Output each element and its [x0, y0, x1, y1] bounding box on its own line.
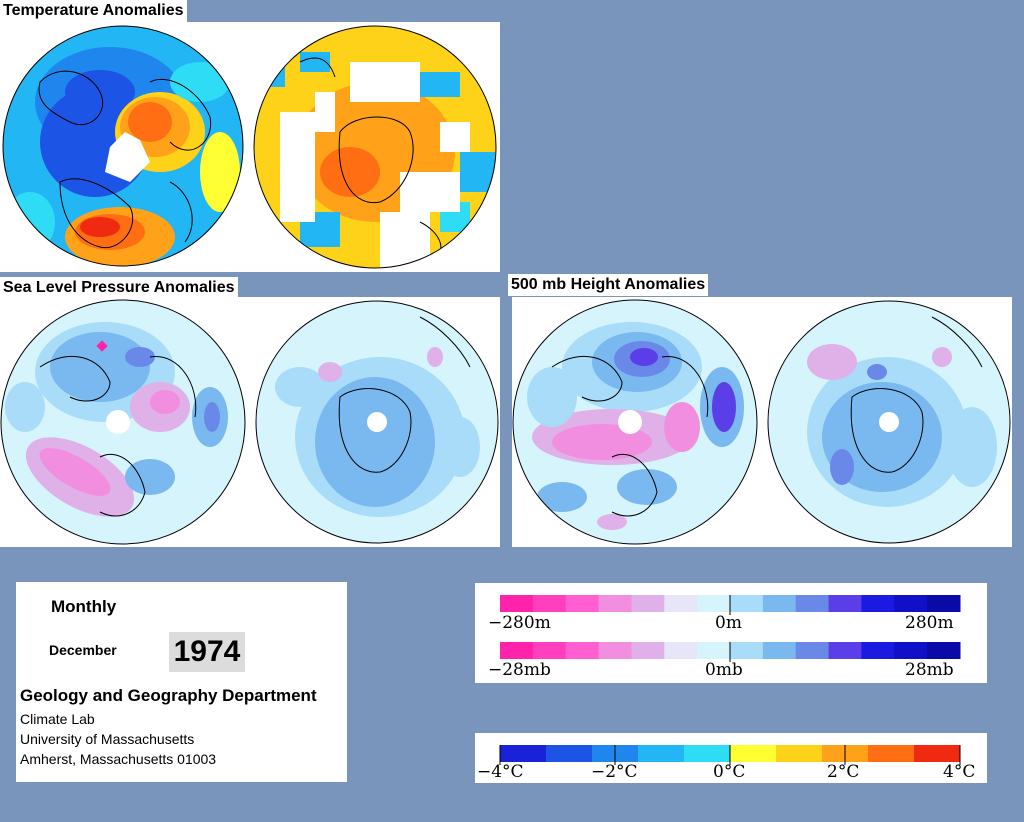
temperature-scale-swatch: [776, 745, 823, 762]
temp-label-4: 4°C: [943, 762, 976, 782]
temperature-title: Temperature Anomalies: [0, 0, 187, 22]
height-scale-swatch: [762, 595, 797, 612]
height-scale-swatch: [565, 595, 600, 612]
pressure-scale-swatch: [664, 642, 698, 659]
height-scale-swatch: [598, 595, 632, 612]
temperature-scale-swatch: [730, 745, 777, 762]
temperature-south-map: [254, 26, 496, 268]
height-mid-label: 0m: [715, 613, 742, 633]
pressure-scale-swatch: [697, 642, 731, 659]
temperature-scale-swatch: [546, 745, 593, 762]
pressure-scale-swatch: [500, 642, 534, 659]
pressure-scale-swatch: [894, 642, 928, 659]
info-panel: Monthly December 1974 Geology and Geogra…: [16, 582, 347, 782]
height-south-map: [768, 301, 1010, 543]
height-scale-swatch: [664, 595, 698, 612]
address-label: Amherst, Massachusetts 01003: [20, 751, 217, 767]
slp-north-map: [1, 300, 245, 544]
temp-label-0: 0°C: [713, 762, 746, 782]
height-scale-swatch: [828, 595, 862, 612]
slp-panel: [0, 297, 500, 547]
height-scale-swatch: [631, 595, 665, 612]
height-north-map: [513, 300, 757, 544]
anomaly-legend-bars: [500, 595, 961, 662]
pressure-scale-swatch: [730, 642, 764, 659]
height-scale-swatch: [795, 595, 830, 612]
slp-maps: [0, 299, 499, 545]
pressure-min-label: −28mb: [488, 660, 551, 680]
temp-label-minus4: −4°C: [477, 762, 524, 782]
anomaly-legend-panel: −280m 0m 280m −28mb 0mb 28mb: [475, 583, 987, 683]
temperature-scale-swatch: [500, 745, 547, 762]
temperature-scale-swatch: [868, 745, 915, 762]
pressure-scale-swatch: [828, 642, 862, 659]
pressure-max-label: 28mb: [905, 660, 954, 680]
height-panel: [512, 297, 1012, 547]
pressure-scale-swatch: [861, 642, 895, 659]
pressure-scale-swatch: [795, 642, 830, 659]
pressure-scale-swatch: [532, 642, 567, 659]
height-min-label: −280m: [488, 613, 551, 633]
height-scale-swatch: [894, 595, 928, 612]
height-scale-swatch: [927, 595, 961, 612]
temperature-panel: [0, 22, 500, 272]
pressure-scale-swatch: [565, 642, 600, 659]
temperature-legend-panel: −4°C −2°C 0°C 2°C 4°C: [475, 733, 987, 783]
temp-label-minus2: −2°C: [591, 762, 638, 782]
pressure-scale-swatch: [762, 642, 797, 659]
height-title: 500 mb Height Anomalies: [508, 274, 709, 296]
temperature-scale-swatch: [638, 745, 685, 762]
lab-label: Climate Lab: [20, 711, 95, 727]
height-scale-swatch: [500, 595, 534, 612]
slp-title: Sea Level Pressure Anomalies: [0, 277, 238, 299]
temperature-scale-swatch: [684, 745, 731, 762]
university-label: University of Massachusetts: [20, 731, 195, 747]
slp-south-map: [256, 301, 498, 543]
period-label: Monthly: [51, 597, 117, 616]
temperature-north-map: [3, 26, 243, 266]
height-scale-swatch: [532, 595, 567, 612]
height-scale-swatch: [697, 595, 731, 612]
temperature-scale-swatch: [914, 745, 961, 762]
height-max-label: 280m: [905, 613, 954, 633]
pressure-scale-swatch: [598, 642, 632, 659]
pressure-scale-swatch: [927, 642, 961, 659]
height-color-bar: [500, 595, 961, 615]
temp-label-2: 2°C: [827, 762, 860, 782]
pressure-scale-swatch: [631, 642, 665, 659]
month-label: December: [49, 642, 117, 658]
year-label: 1974: [169, 632, 245, 672]
pressure-color-bar: [500, 642, 961, 662]
height-scale-swatch: [730, 595, 764, 612]
height-maps: [512, 299, 1011, 545]
height-scale-swatch: [861, 595, 895, 612]
temperature-maps: [2, 25, 497, 269]
department-label: Geology and Geography Department: [20, 686, 317, 705]
pressure-mid-label: 0mb: [705, 660, 743, 680]
temperature-color-bar: [499, 745, 961, 765]
